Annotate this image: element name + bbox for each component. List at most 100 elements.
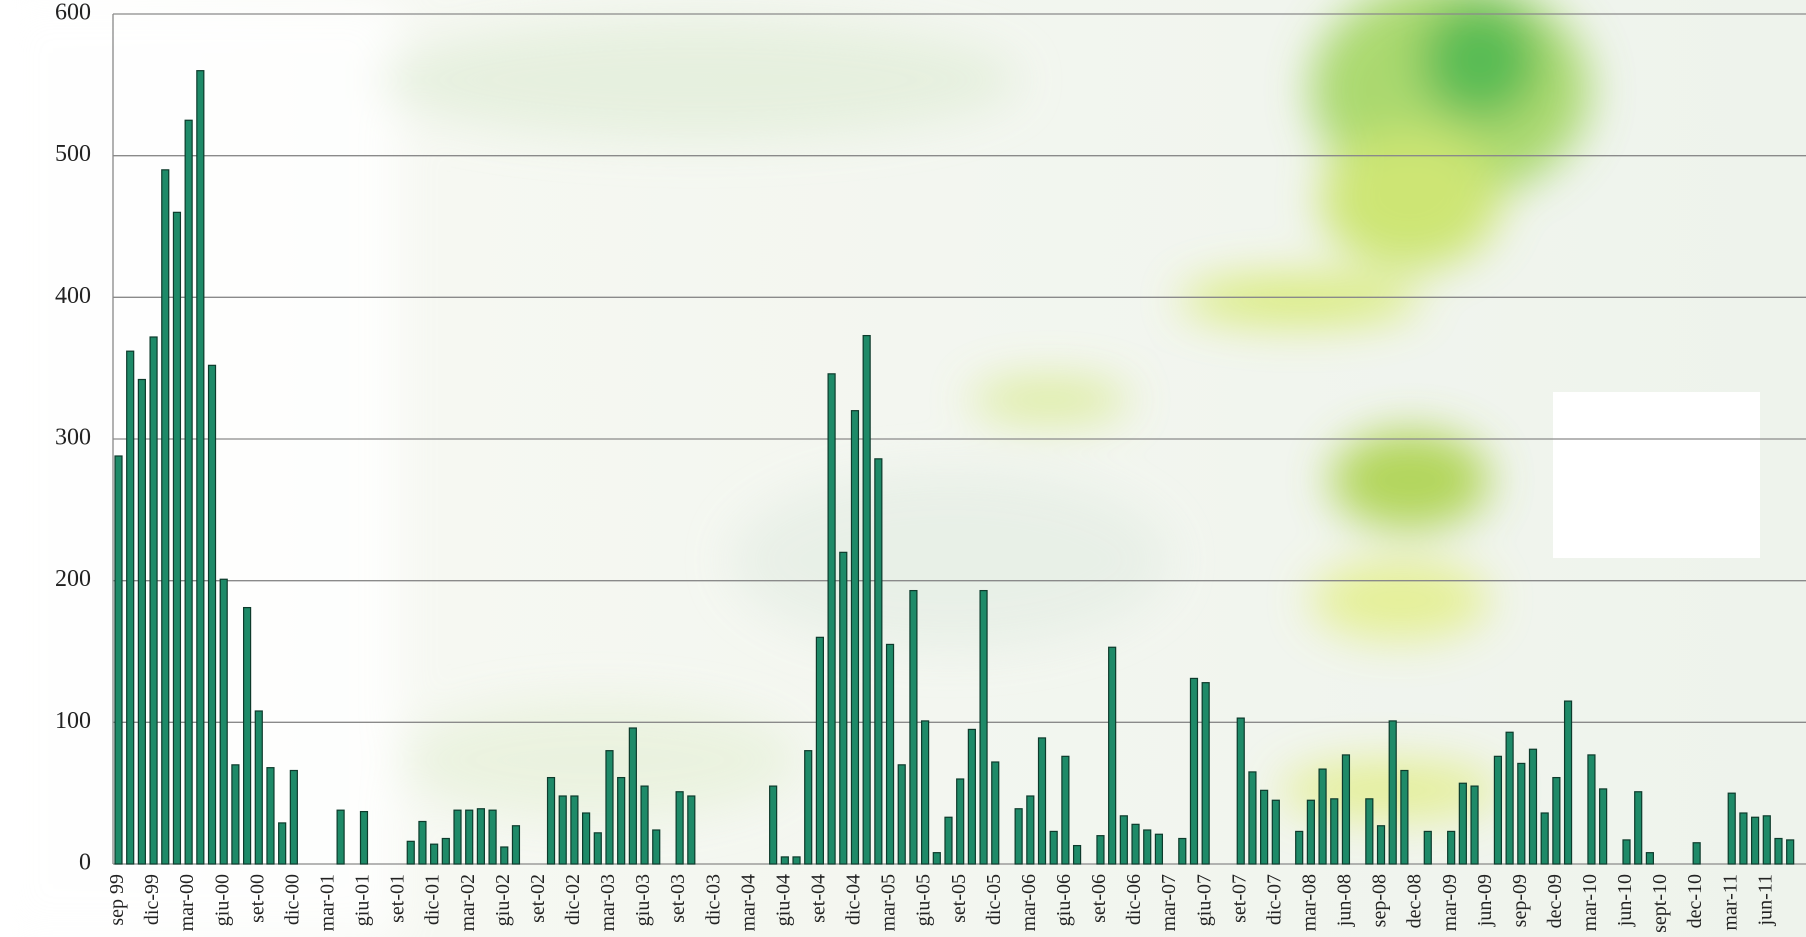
- bar: [1201, 682, 1210, 865]
- y-tick-label: 0: [79, 850, 91, 876]
- bar: [780, 856, 789, 865]
- bar: [1552, 776, 1561, 865]
- bar: [1599, 788, 1608, 865]
- y-tick-label: 400: [55, 283, 91, 309]
- bar: [219, 578, 228, 865]
- bar: [1119, 815, 1128, 865]
- bar: [1750, 816, 1760, 865]
- bar: [196, 70, 205, 865]
- bar: [1365, 798, 1374, 865]
- bar: [231, 764, 240, 865]
- x-tick-label: dec-10: [1684, 874, 1706, 928]
- x-tick-label: mar-09: [1439, 874, 1461, 931]
- x-tick-label: mar-11: [1719, 874, 1741, 931]
- x-tick-label: dic-07: [1263, 874, 1285, 925]
- bar: [1131, 823, 1140, 865]
- bar: [1762, 815, 1771, 865]
- x-tick-label: jun-11: [1754, 874, 1776, 926]
- white-panel: [1553, 392, 1760, 558]
- x-tick-label: dec-08: [1404, 874, 1426, 928]
- bar: [1739, 812, 1748, 865]
- x-tick-label: mar-04: [737, 874, 759, 931]
- bar: [652, 829, 661, 865]
- x-tick-label: mar-00: [176, 874, 198, 931]
- bar: [137, 378, 146, 865]
- x-tick-label: set-03: [667, 874, 689, 923]
- x-tick-label: set-02: [527, 874, 549, 923]
- bar: [991, 761, 1000, 865]
- x-tick-label: set-07: [1228, 874, 1250, 923]
- bar: [1014, 808, 1023, 865]
- x-tick-label: sept-10: [1649, 874, 1671, 933]
- bar: [932, 852, 941, 865]
- bar: [628, 727, 637, 865]
- x-tick-label: mar-02: [457, 874, 479, 931]
- bar: [1587, 754, 1596, 865]
- bar: [488, 809, 497, 865]
- y-tick-label: 200: [55, 566, 91, 592]
- bar: [1260, 789, 1269, 865]
- bar: [909, 589, 918, 865]
- y-tick-label: 500: [55, 141, 91, 167]
- bar: [149, 336, 158, 865]
- plot: 0 100 200 300 400 500 600 sep 99 dic-99 mar-00 giu…: [55, 0, 1806, 933]
- x-tick-label: giu-01: [352, 874, 374, 926]
- bar: [804, 750, 813, 865]
- bar: [862, 334, 871, 865]
- bar: [1786, 839, 1795, 865]
- x-tick-label: sep-08: [1369, 874, 1391, 927]
- y-tick-label: 300: [55, 425, 91, 451]
- bar: [1096, 835, 1105, 865]
- bar: [617, 776, 626, 865]
- bar: [278, 822, 287, 865]
- bar: [161, 169, 170, 865]
- bar: [184, 119, 193, 865]
- bar: [1528, 748, 1538, 865]
- bar: [465, 809, 474, 865]
- bar: [944, 816, 953, 865]
- x-tick-label: mar-10: [1579, 874, 1601, 931]
- bar: [1295, 830, 1304, 865]
- bar: [1447, 830, 1456, 865]
- bar: [967, 728, 976, 865]
- bar: [1236, 717, 1245, 865]
- x-tick-label: giu-06: [1053, 874, 1075, 926]
- bar: [1634, 791, 1643, 865]
- x-tick-label: set-06: [1088, 874, 1110, 923]
- x-tick-label: dic-01: [422, 874, 444, 925]
- bar: [1248, 771, 1257, 865]
- bar: [1470, 785, 1479, 865]
- bar: [441, 837, 450, 865]
- bar: [1154, 833, 1164, 865]
- bar: [1072, 844, 1082, 865]
- bar: [874, 458, 883, 865]
- x-tick-label: set-00: [246, 874, 268, 923]
- bar: [921, 720, 930, 865]
- bar: [1622, 839, 1631, 865]
- x-tick-label: dic-03: [702, 874, 724, 925]
- bar: [1376, 825, 1386, 865]
- bar: [605, 750, 614, 865]
- bar: [114, 455, 123, 865]
- bar: [406, 840, 415, 865]
- bar: [1330, 798, 1339, 865]
- bar: [687, 795, 696, 865]
- x-tick-label: dic-04: [843, 874, 865, 925]
- bar: [956, 778, 965, 865]
- bar: [1388, 720, 1397, 865]
- x-tick-label: mar-08: [1298, 874, 1320, 931]
- x-tick-label: giu-03: [632, 874, 654, 926]
- bar: [593, 832, 602, 865]
- bar: [581, 812, 591, 865]
- x-tick-label: dic-06: [1123, 874, 1145, 925]
- x-tick-label: mar-05: [878, 874, 900, 931]
- x-tick-label: giu-05: [913, 874, 935, 926]
- bar: [242, 606, 252, 865]
- x-tick-label: mar-06: [1018, 874, 1040, 931]
- bar: [430, 843, 439, 865]
- x-tick-label: sep 99: [106, 874, 128, 926]
- x-tick-label: sep-09: [1509, 874, 1531, 927]
- bar: [546, 776, 556, 865]
- bar: [126, 350, 135, 865]
